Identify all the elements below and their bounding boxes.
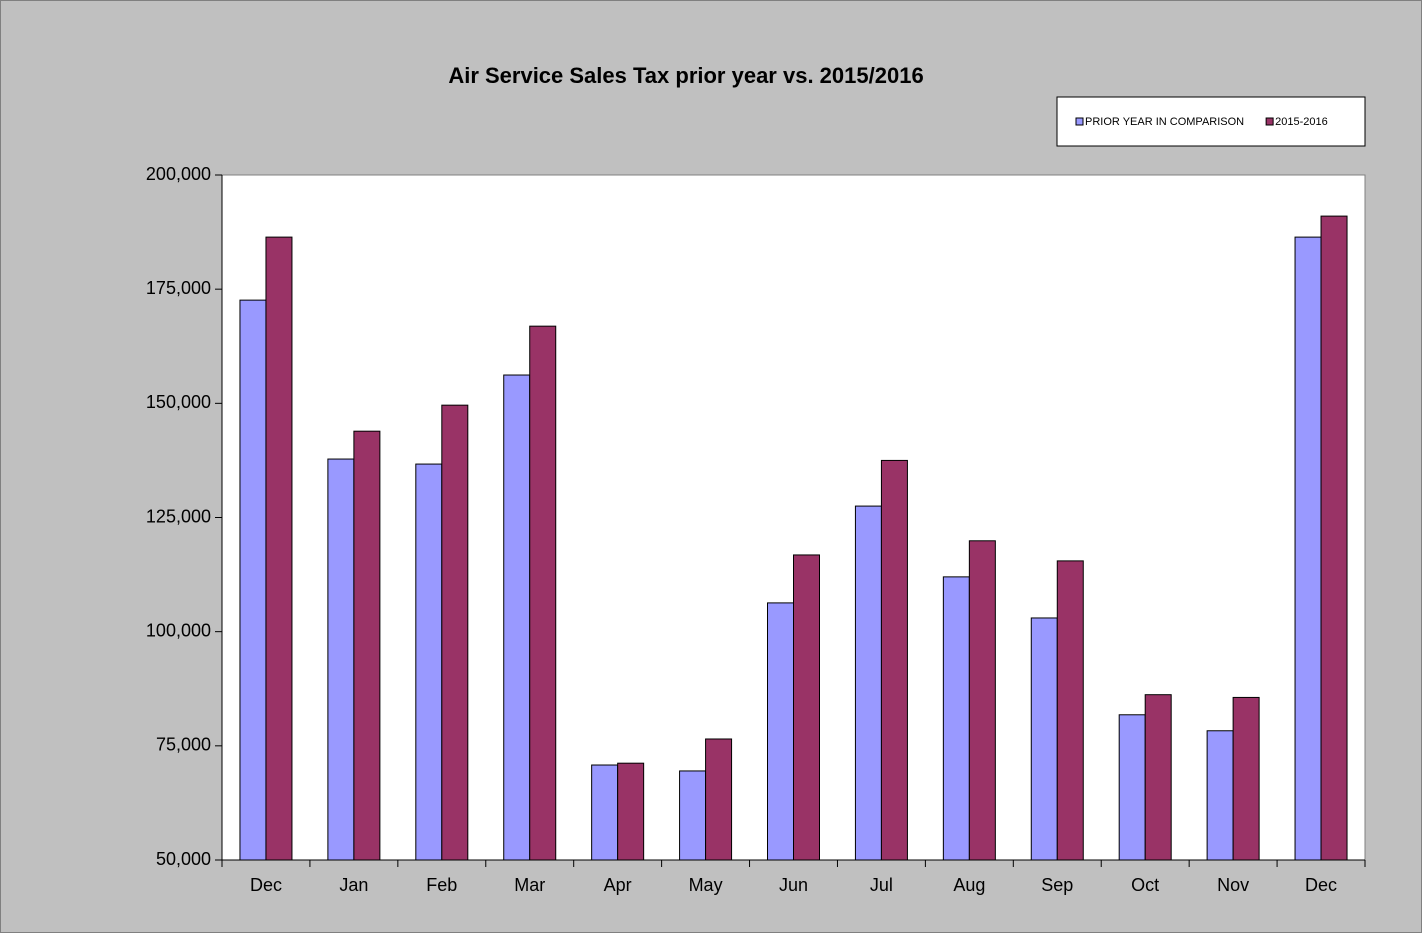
bar <box>591 764 619 861</box>
y-tick-label: 100,000 <box>146 620 211 640</box>
bar <box>968 540 996 861</box>
bar <box>617 762 645 861</box>
y-tick-label: 75,000 <box>156 735 211 755</box>
bar <box>1206 730 1234 861</box>
bar <box>1294 236 1322 861</box>
x-tick-label: Mar <box>514 875 545 895</box>
bar <box>529 325 557 861</box>
x-tick-label: Jun <box>779 875 808 895</box>
bar <box>327 458 355 861</box>
y-tick-label: 150,000 <box>146 392 211 412</box>
bar <box>854 505 882 861</box>
legend-label: PRIOR YEAR IN COMPARISON <box>1085 116 1244 128</box>
bar <box>503 374 531 861</box>
x-tick-label: Jul <box>870 875 893 895</box>
x-tick-label: Dec <box>250 875 282 895</box>
legend-swatch <box>1265 117 1274 126</box>
x-tick-label: Oct <box>1131 875 1159 895</box>
bar <box>679 770 707 861</box>
bar <box>1144 694 1172 861</box>
bar <box>1118 714 1146 861</box>
y-tick-label: 125,000 <box>146 506 211 526</box>
bar <box>441 404 469 861</box>
legend-swatch <box>1075 117 1084 126</box>
y-tick-label: 200,000 <box>146 164 211 184</box>
x-tick-label: Nov <box>1217 875 1249 895</box>
legend-box <box>1056 96 1366 147</box>
x-tick-label: May <box>689 875 723 895</box>
x-tick-label: Jan <box>339 875 368 895</box>
x-tick-label: Feb <box>426 875 457 895</box>
x-tick-label: Aug <box>953 875 985 895</box>
bar <box>353 430 381 861</box>
bar <box>1056 560 1084 861</box>
bar <box>1320 215 1348 861</box>
bar <box>1030 617 1058 861</box>
bar <box>793 554 820 861</box>
bar <box>767 602 794 861</box>
bar <box>265 236 293 861</box>
y-tick-label: 175,000 <box>146 278 211 298</box>
y-tick-label: 50,000 <box>156 849 211 869</box>
chart-title: Air Service Sales Tax prior year vs. 201… <box>448 63 923 88</box>
bar <box>942 576 970 861</box>
bar <box>239 299 267 861</box>
bar <box>1232 696 1260 861</box>
x-tick-label: Dec <box>1305 875 1337 895</box>
x-tick-label: Apr <box>604 875 632 895</box>
bar <box>880 459 908 861</box>
bar <box>705 738 733 861</box>
bar <box>415 463 443 861</box>
legend-label: 2015-2016 <box>1275 116 1328 128</box>
x-tick-label: Sep <box>1041 875 1073 895</box>
